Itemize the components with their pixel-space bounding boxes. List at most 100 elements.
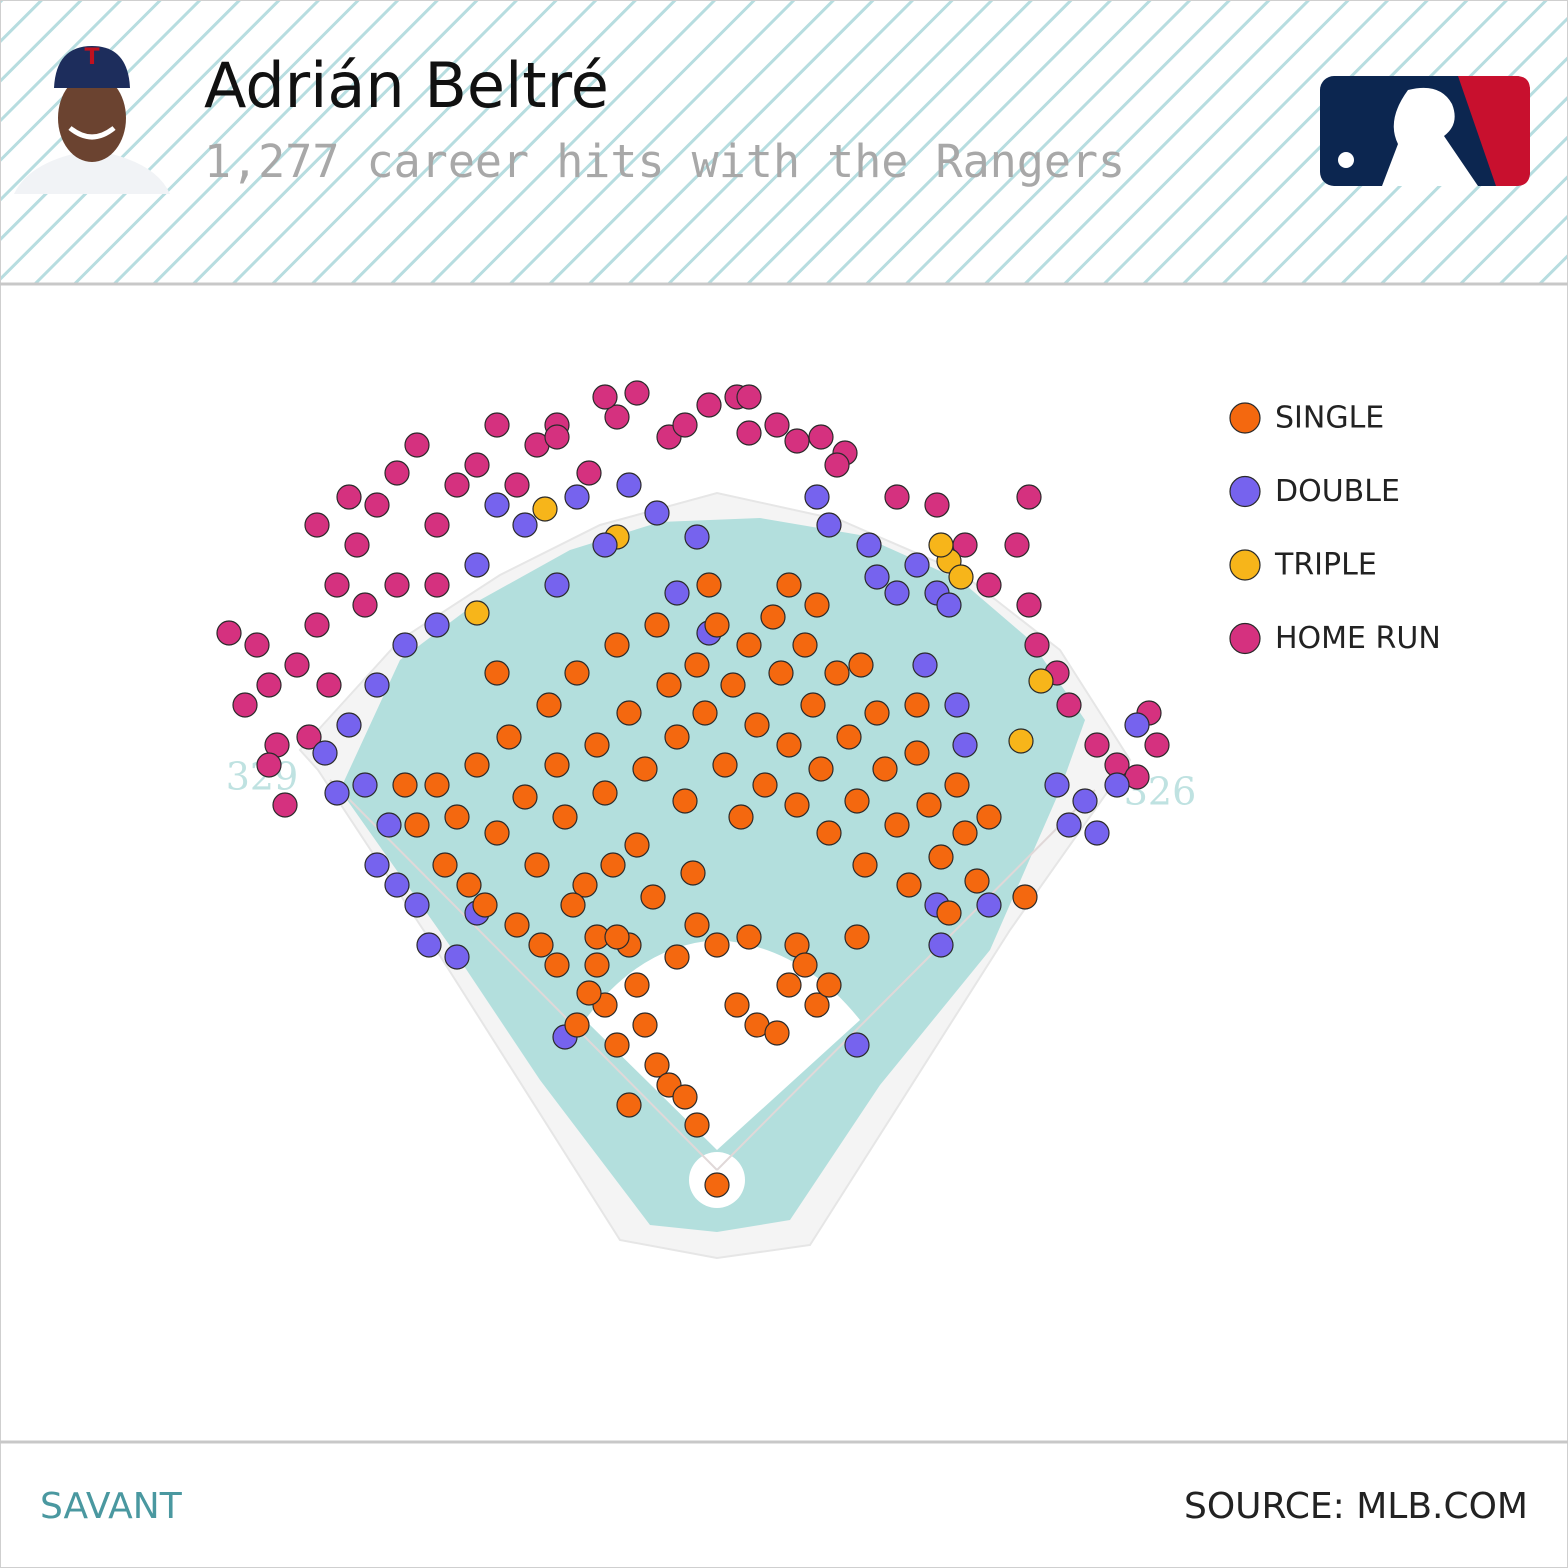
- hit-point: [804, 592, 830, 618]
- hit-point: [704, 612, 730, 638]
- field: [298, 491, 1132, 1260]
- hit-point: [1056, 692, 1082, 718]
- hit-point: [444, 472, 470, 498]
- hit-point: [644, 612, 670, 638]
- hit-point: [616, 1092, 642, 1118]
- hit-point: [352, 592, 378, 618]
- hit-point: [1056, 812, 1082, 838]
- hit-point: [364, 672, 390, 698]
- hit-point: [604, 924, 630, 950]
- hit-point: [664, 724, 690, 750]
- hit-point: [736, 924, 762, 950]
- hit-point: [504, 912, 530, 938]
- hit-point: [800, 692, 826, 718]
- hit-point: [680, 860, 706, 886]
- hit-point: [304, 512, 330, 538]
- hit-point: [928, 932, 954, 958]
- hit-point: [624, 832, 650, 858]
- hit-point: [904, 740, 930, 766]
- hit-point: [528, 932, 554, 958]
- hit-point: [672, 1084, 698, 1110]
- hit-point: [904, 692, 930, 718]
- hit-point: [904, 552, 930, 578]
- hit-point: [576, 980, 602, 1006]
- hit-point: [1016, 484, 1042, 510]
- hit-point: [404, 892, 430, 918]
- hit-point: [1004, 532, 1030, 558]
- hit-point: [364, 492, 390, 518]
- hit-point: [948, 564, 974, 590]
- hit-point: [976, 804, 1002, 830]
- hit-point: [504, 472, 530, 498]
- hit-point: [616, 700, 642, 726]
- hit-point: [392, 772, 418, 798]
- hit-point: [724, 992, 750, 1018]
- legend-label: TRIPLE: [1274, 548, 1377, 583]
- hit-point: [664, 580, 690, 606]
- hit-point: [392, 632, 418, 658]
- hit-point: [808, 424, 834, 450]
- hit-point: [544, 424, 570, 450]
- hit-point: [896, 872, 922, 898]
- hit-point: [384, 872, 410, 898]
- hit-point: [640, 884, 666, 910]
- hit-point: [484, 492, 510, 518]
- hit-point: [1144, 732, 1170, 758]
- hit-point: [456, 872, 482, 898]
- hit-point: [884, 580, 910, 606]
- hit-point: [712, 752, 738, 778]
- hit-point: [564, 484, 590, 510]
- hit-point: [624, 972, 650, 998]
- hit-point: [928, 532, 954, 558]
- hit-point: [464, 452, 490, 478]
- hit-point: [784, 428, 810, 454]
- hit-point: [1072, 788, 1098, 814]
- svg-text:T: T: [84, 45, 99, 70]
- hit-point: [808, 756, 834, 782]
- hit-point: [472, 892, 498, 918]
- headshot: T: [14, 45, 170, 194]
- hit-point: [672, 788, 698, 814]
- hit-point: [624, 380, 650, 406]
- hit-point: [776, 732, 802, 758]
- hit-point: [1104, 772, 1130, 798]
- hit-point: [324, 780, 350, 806]
- hit-point: [824, 660, 850, 686]
- hit-point: [384, 572, 410, 598]
- hit-point: [664, 944, 690, 970]
- hit-point: [536, 692, 562, 718]
- hit-point: [776, 972, 802, 998]
- title: Adrián Beltré: [204, 49, 609, 122]
- hit-point: [544, 572, 570, 598]
- hit-point: [816, 512, 842, 538]
- hit-point: [424, 512, 450, 538]
- hit-point: [744, 712, 770, 738]
- hit-point: [232, 692, 258, 718]
- hit-point: [1016, 592, 1042, 618]
- hit-point: [912, 652, 938, 678]
- hit-point: [884, 484, 910, 510]
- mlb-logo: [1320, 76, 1530, 186]
- hit-point: [524, 852, 550, 878]
- hit-point: [692, 700, 718, 726]
- hit-point: [1024, 632, 1050, 658]
- hit-point: [816, 820, 842, 846]
- brand: SAVANT: [40, 1486, 183, 1527]
- hit-point: [256, 672, 282, 698]
- hit-point: [632, 756, 658, 782]
- hit-point: [764, 412, 790, 438]
- hit-point: [804, 992, 830, 1018]
- hit-point: [752, 772, 778, 798]
- hit-point: [464, 752, 490, 778]
- hit-point: [484, 660, 510, 686]
- hit-point: [592, 384, 618, 410]
- legend-swatch: [1229, 402, 1261, 434]
- hit-point: [284, 652, 310, 678]
- legend: SINGLE DOUBLE TRIPLE HOME RUN: [1229, 401, 1441, 656]
- hit-point: [552, 804, 578, 830]
- hit-point: [572, 872, 598, 898]
- hit-point: [304, 612, 330, 638]
- hit-point: [952, 732, 978, 758]
- hit-point: [684, 652, 710, 678]
